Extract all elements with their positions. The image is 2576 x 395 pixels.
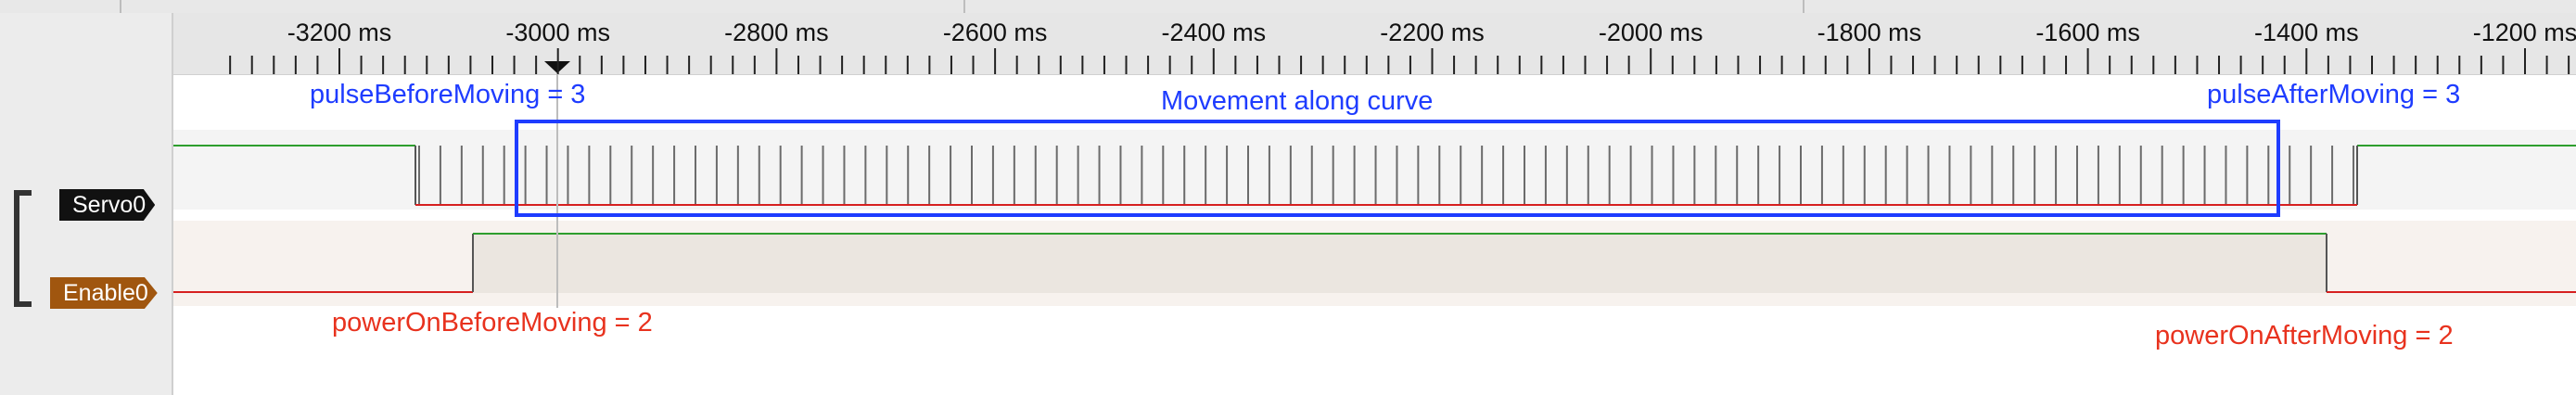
servo-pulse-group bbox=[418, 146, 2354, 205]
ruler-tick-label: -3000 ms bbox=[505, 19, 610, 46]
servo-label-text: Servo0 bbox=[72, 192, 147, 218]
enable-high-region bbox=[473, 234, 2327, 293]
ruler-tick-label: -2000 ms bbox=[1598, 19, 1703, 46]
channel-label-servo[interactable]: Servo0 bbox=[59, 189, 156, 221]
movement-highlight-box bbox=[515, 120, 2280, 217]
channel-group-bracket bbox=[14, 190, 32, 307]
power-before-annotation: powerOnBeforeMoving = 2 bbox=[332, 308, 653, 338]
channel-label-enable[interactable]: Enable0 bbox=[50, 277, 158, 309]
ruler-tick-label: -1600 ms bbox=[2035, 19, 2140, 46]
pulse-after-annotation: pulseAfterMoving = 3 bbox=[2207, 80, 2461, 109]
ruler-tick-label: -2400 ms bbox=[1161, 19, 1267, 46]
ruler-tick-label: -2800 ms bbox=[724, 19, 829, 46]
movement-annotation: Movement along curve bbox=[1161, 86, 1434, 116]
ruler-tick-label: -2200 ms bbox=[1380, 19, 1485, 46]
ruler-tick-label: -2600 ms bbox=[942, 19, 1048, 46]
power-after-annotation: powerOnAfterMoving = 2 bbox=[2155, 321, 2454, 350]
ruler-tick-label: -1400 ms bbox=[2254, 19, 2359, 46]
pulse-before-annotation: pulseBeforeMoving = 3 bbox=[310, 80, 586, 109]
enable-label-text: Enable0 bbox=[63, 280, 148, 306]
ruler-tick-label: -1800 ms bbox=[1817, 19, 1922, 46]
servo-track-background bbox=[173, 130, 2576, 210]
ruler-tick-label: -3200 ms bbox=[287, 19, 392, 46]
ruler-tick-label: -1200 ms bbox=[2472, 19, 2576, 46]
